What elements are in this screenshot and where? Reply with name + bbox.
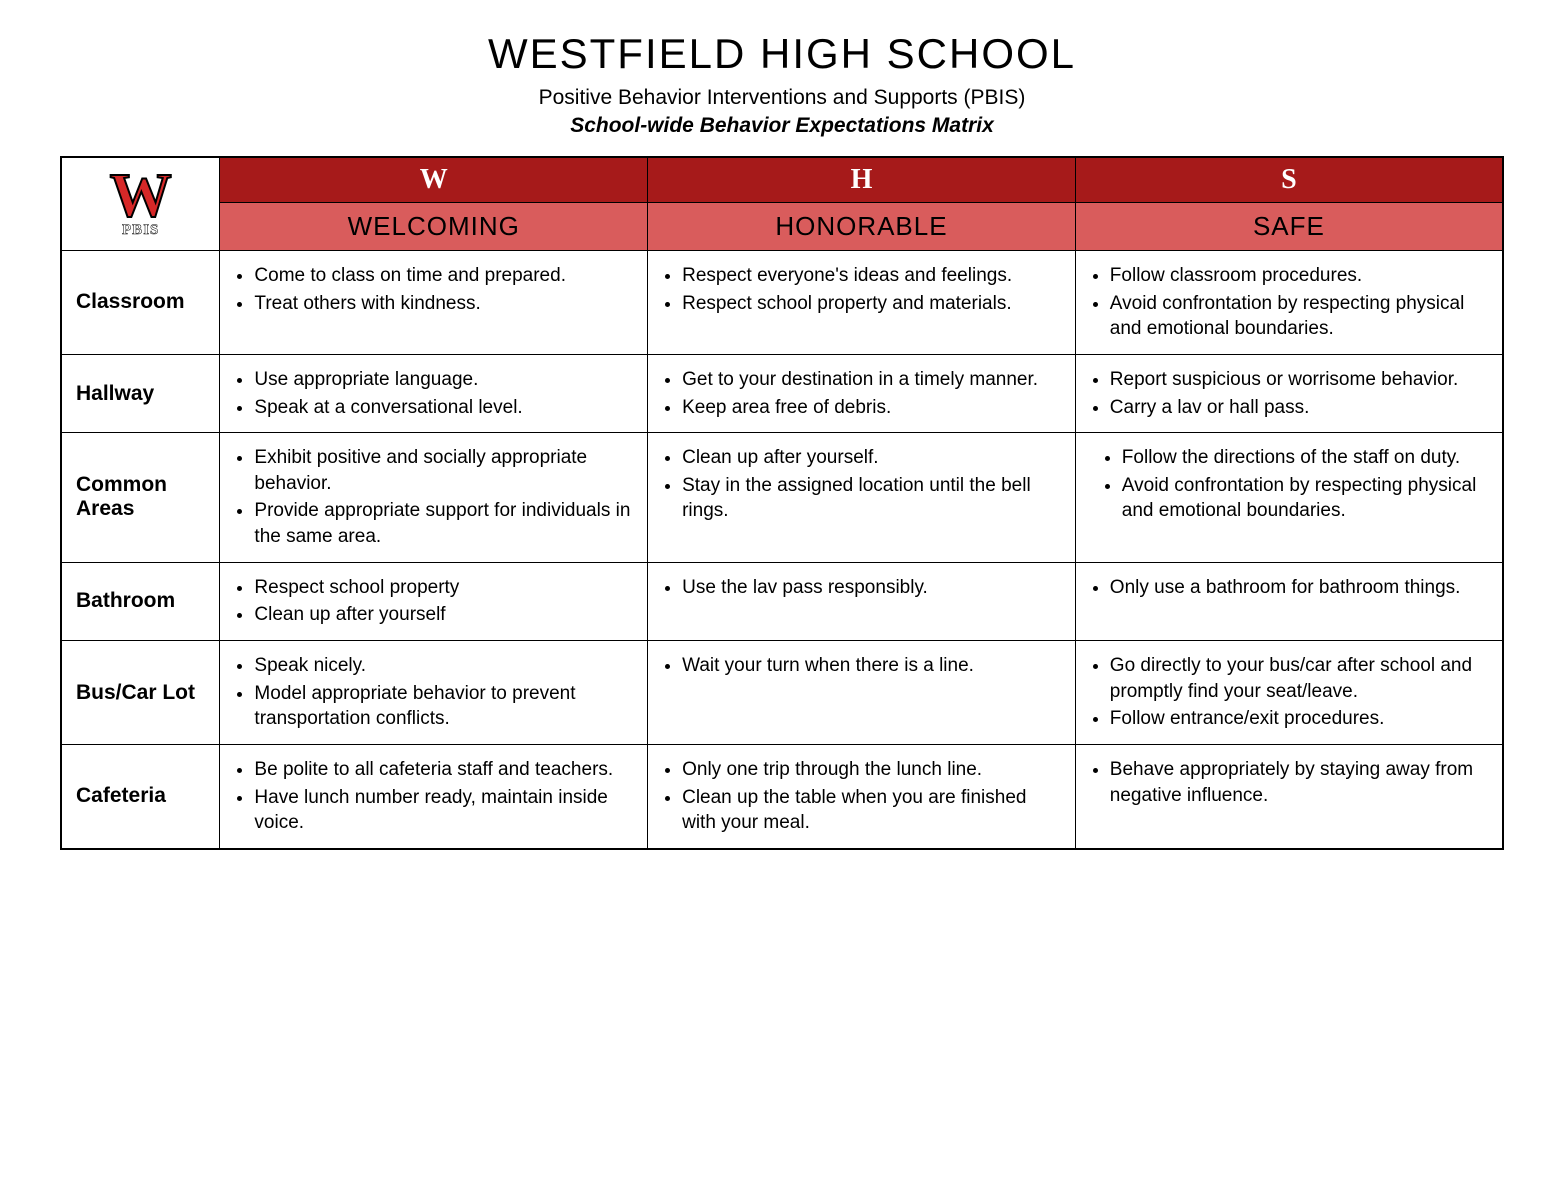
matrix-cell: Report suspicious or worrisome behavior.… <box>1075 354 1503 432</box>
matrix-cell: Follow the directions of the staff on du… <box>1075 433 1503 563</box>
expectation-item: Model appropriate behavior to prevent tr… <box>254 681 635 732</box>
expectation-item: Get to your destination in a timely mann… <box>682 367 1063 393</box>
row-label: Common Areas <box>61 433 220 563</box>
expectation-item: Come to class on time and prepared. <box>254 263 635 289</box>
logo-w-icon: W <box>110 165 172 227</box>
expectation-list: Wait your turn when there is a line. <box>660 653 1063 679</box>
school-logo: W PBIS <box>97 163 185 241</box>
expectation-list: Only one trip through the lunch line.Cle… <box>660 757 1063 836</box>
expectation-list: Come to class on time and prepared.Treat… <box>232 263 635 316</box>
row-label: Cafeteria <box>61 744 220 848</box>
matrix-cell: Only use a bathroom for bathroom things. <box>1075 562 1503 640</box>
expectation-item: Report suspicious or worrisome behavior. <box>1110 367 1490 393</box>
table-row: ClassroomCome to class on time and prepa… <box>61 251 1503 355</box>
expectation-list: Be polite to all cafeteria staff and tea… <box>232 757 635 836</box>
subtitle-pbis: Positive Behavior Interventions and Supp… <box>60 86 1504 110</box>
expectation-list: Use the lav pass responsibly. <box>660 575 1063 601</box>
row-label: Bus/Car Lot <box>61 641 220 745</box>
expectation-item: Use appropriate language. <box>254 367 635 393</box>
expectation-item: Carry a lav or hall pass. <box>1110 395 1490 421</box>
expectation-list: Speak nicely.Model appropriate behavior … <box>232 653 635 732</box>
table-row: Cafeteria Be polite to all cafeteria staf… <box>61 744 1503 848</box>
expectation-item: Treat others with kindness. <box>254 291 635 317</box>
expectation-list: Follow the directions of the staff on du… <box>1088 445 1490 524</box>
expectation-item: Only one trip through the lunch line. <box>682 757 1063 783</box>
col-letter-s: S <box>1075 157 1503 203</box>
row-label: Hallway <box>61 354 220 432</box>
expectation-item: Clean up after yourself. <box>682 445 1063 471</box>
matrix-cell: Be polite to all cafeteria staff and tea… <box>220 744 648 848</box>
expectation-item: Clean up after yourself <box>254 602 635 628</box>
matrix-cell: Clean up after yourself.Stay in the assi… <box>648 433 1076 563</box>
expectation-list: Respect everyone's ideas and feelings.Re… <box>660 263 1063 316</box>
col-word-safe: SAFE <box>1075 203 1503 251</box>
matrix-cell: Behave appropriately by staying away fro… <box>1075 744 1503 848</box>
expectation-item: Only use a bathroom for bathroom things. <box>1110 575 1490 601</box>
matrix-cell: Exhibit positive and socially appropriat… <box>220 433 648 563</box>
expectation-item: Clean up the table when you are finished… <box>682 785 1063 836</box>
matrix-cell: Use appropriate language.Speak at a conv… <box>220 354 648 432</box>
row-label: Classroom <box>61 251 220 355</box>
expectation-item: Follow classroom procedures. <box>1110 263 1490 289</box>
expectation-item: Go directly to your bus/car after school… <box>1110 653 1490 704</box>
table-row: Bus/Car LotSpeak nicely.Model appropriat… <box>61 641 1503 745</box>
expectation-list: Behave appropriately by staying away fro… <box>1088 757 1490 808</box>
expectation-item: Be polite to all cafeteria staff and tea… <box>254 757 635 783</box>
matrix-cell: Speak nicely.Model appropriate behavior … <box>220 641 648 745</box>
matrix-cell: Only one trip through the lunch line.Cle… <box>648 744 1076 848</box>
expectation-list: Use appropriate language.Speak at a conv… <box>232 367 635 420</box>
matrix-cell: Go directly to your bus/car after school… <box>1075 641 1503 745</box>
expectation-item: Keep area free of debris. <box>682 395 1063 421</box>
logo-cell: W PBIS <box>61 157 220 251</box>
matrix-cell: Respect everyone's ideas and feelings.Re… <box>648 251 1076 355</box>
col-word-welcoming: WELCOMING <box>220 203 648 251</box>
expectation-list: Report suspicious or worrisome behavior.… <box>1088 367 1490 420</box>
matrix-cell: Wait your turn when there is a line. <box>648 641 1076 745</box>
expectation-item: Provide appropriate support for individu… <box>254 498 635 549</box>
table-row: Common Areas Exhibit positive and sociall… <box>61 433 1503 563</box>
row-label: Bathroom <box>61 562 220 640</box>
subtitle-matrix: School-wide Behavior Expectations Matrix <box>60 114 1504 138</box>
expectation-item: Speak at a conversational level. <box>254 395 635 421</box>
expectation-item: Avoid confrontation by respecting physic… <box>1122 473 1490 524</box>
expectation-item: Follow the directions of the staff on du… <box>1122 445 1490 471</box>
expectation-list: Get to your destination in a timely mann… <box>660 367 1063 420</box>
expectation-item: Avoid confrontation by respecting physic… <box>1110 291 1490 342</box>
col-letter-h: H <box>648 157 1076 203</box>
matrix-cell: Come to class on time and prepared.Treat… <box>220 251 648 355</box>
expectation-item: Use the lav pass responsibly. <box>682 575 1063 601</box>
expectation-list: Only use a bathroom for bathroom things. <box>1088 575 1490 601</box>
logo-pbis-text: PBIS <box>122 222 159 239</box>
expectation-item: Respect school property <box>254 575 635 601</box>
expectation-item: Stay in the assigned location until the … <box>682 473 1063 524</box>
matrix-cell: Get to your destination in a timely mann… <box>648 354 1076 432</box>
expectation-item: Respect everyone's ideas and feelings. <box>682 263 1063 289</box>
expectation-item: Speak nicely. <box>254 653 635 679</box>
col-letter-w: W <box>220 157 648 203</box>
matrix-cell: Follow classroom procedures.Avoid confro… <box>1075 251 1503 355</box>
matrix-cell: Respect school propertyClean up after yo… <box>220 562 648 640</box>
expectations-matrix: W PBIS W H S WELCOMING HONORABLE SAFE Cl… <box>60 156 1504 850</box>
expectation-list: Go directly to your bus/car after school… <box>1088 653 1490 732</box>
table-row: HallwayUse appropriate language.Speak at… <box>61 354 1503 432</box>
expectation-list: Respect school propertyClean up after yo… <box>232 575 635 628</box>
matrix-cell: Use the lav pass responsibly. <box>648 562 1076 640</box>
expectation-list: Follow classroom procedures.Avoid confro… <box>1088 263 1490 342</box>
expectation-list: Exhibit positive and socially appropriat… <box>232 445 635 550</box>
expectation-item: Follow entrance/exit procedures. <box>1110 706 1490 732</box>
expectation-item: Have lunch number ready, maintain inside… <box>254 785 635 836</box>
expectation-list: Clean up after yourself.Stay in the assi… <box>660 445 1063 524</box>
col-word-honorable: HONORABLE <box>648 203 1076 251</box>
page-title: WESTFIELD HIGH SCHOOL <box>60 30 1504 78</box>
table-row: BathroomRespect school propertyClean up … <box>61 562 1503 640</box>
expectation-item: Respect school property and materials. <box>682 291 1063 317</box>
expectation-item: Exhibit positive and socially appropriat… <box>254 445 635 496</box>
expectation-item: Behave appropriately by staying away fro… <box>1110 757 1490 808</box>
expectation-item: Wait your turn when there is a line. <box>682 653 1063 679</box>
